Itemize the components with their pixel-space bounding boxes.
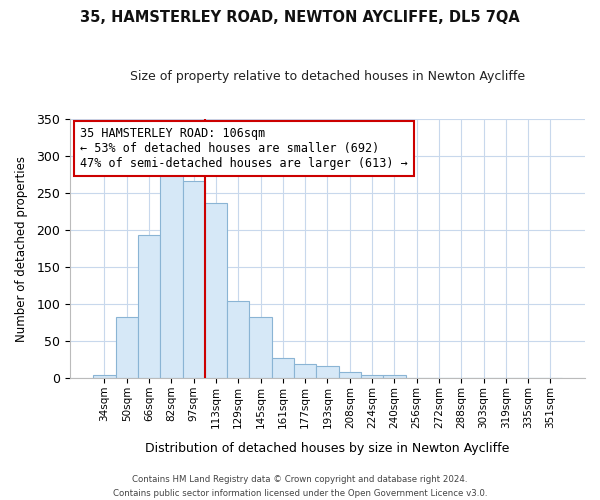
Bar xyxy=(138,234,160,378)
Bar xyxy=(272,358,294,378)
Title: Size of property relative to detached houses in Newton Aycliffe: Size of property relative to detached ho… xyxy=(130,70,525,83)
Bar xyxy=(338,372,361,378)
Text: 35, HAMSTERLEY ROAD, NEWTON AYCLIFFE, DL5 7QA: 35, HAMSTERLEY ROAD, NEWTON AYCLIFFE, DL… xyxy=(80,10,520,25)
Bar xyxy=(205,204,227,378)
Y-axis label: Number of detached properties: Number of detached properties xyxy=(15,156,28,342)
Text: 35 HAMSTERLEY ROAD: 106sqm
← 53% of detached houses are smaller (692)
47% of sem: 35 HAMSTERLEY ROAD: 106sqm ← 53% of deta… xyxy=(80,126,408,170)
Bar xyxy=(227,300,250,378)
Bar xyxy=(383,374,406,378)
Bar xyxy=(160,175,182,378)
Bar xyxy=(294,364,316,378)
Bar xyxy=(316,366,338,378)
X-axis label: Distribution of detached houses by size in Newton Aycliffe: Distribution of detached houses by size … xyxy=(145,442,509,455)
Bar xyxy=(182,181,205,378)
Bar xyxy=(361,374,383,378)
Bar xyxy=(116,317,138,378)
Bar xyxy=(250,317,272,378)
Text: Contains HM Land Registry data © Crown copyright and database right 2024.
Contai: Contains HM Land Registry data © Crown c… xyxy=(113,476,487,498)
Bar xyxy=(94,374,116,378)
